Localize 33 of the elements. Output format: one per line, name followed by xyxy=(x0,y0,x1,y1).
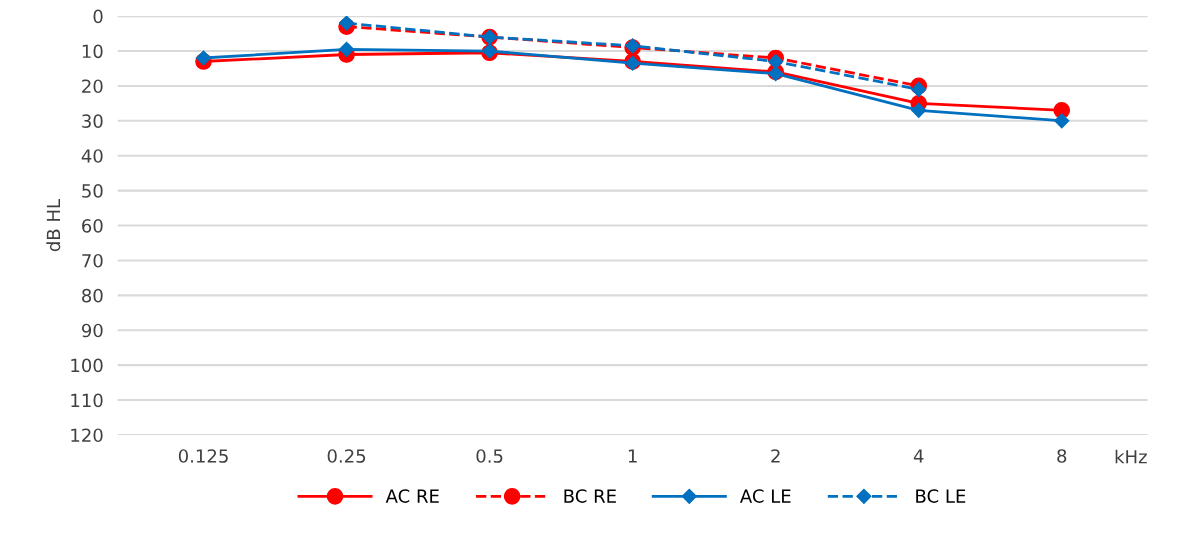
x-tick-label: 0.5 xyxy=(476,449,503,463)
y-tick-label: 50 xyxy=(82,184,103,198)
y-tick-label: 40 xyxy=(81,149,103,163)
x-axis-title: kHz xyxy=(1115,449,1147,464)
y-tick-label: 60 xyxy=(82,219,103,233)
y-tick-label: 100 xyxy=(71,358,103,373)
x-tick-label: 0.25 xyxy=(327,449,366,463)
legend-label: AC LE xyxy=(739,489,791,503)
point xyxy=(195,50,212,66)
y-tick-label: 10 xyxy=(82,44,103,59)
legend-label: BC RE xyxy=(564,489,616,503)
y-tick-label: 90 xyxy=(81,323,103,338)
point xyxy=(1054,113,1070,129)
point xyxy=(338,16,355,31)
y-axis-title: dB HL xyxy=(46,199,61,252)
y-tick-label: 120 xyxy=(71,428,103,443)
x-tick-label: 8 xyxy=(1057,449,1067,463)
x-tick-label: 1 xyxy=(628,449,637,463)
legend-label: BC LE xyxy=(916,489,966,503)
x-tick-label: 0.125 xyxy=(178,449,228,463)
y-tick-label: 70 xyxy=(82,253,103,268)
y-tick-label: 0 xyxy=(93,9,103,24)
y-tick-label: 80 xyxy=(82,288,103,303)
x-tick-label: 4 xyxy=(913,449,924,463)
y-tick-label: 30 xyxy=(82,114,103,128)
point xyxy=(911,102,927,118)
point xyxy=(768,53,784,70)
point xyxy=(911,81,927,97)
point xyxy=(338,41,355,57)
x-tick-label: 2 xyxy=(771,449,780,463)
y-tick-label: 110 xyxy=(71,393,103,408)
y-tick-label: 20 xyxy=(82,79,103,94)
legend-label: AC RE xyxy=(385,489,439,503)
